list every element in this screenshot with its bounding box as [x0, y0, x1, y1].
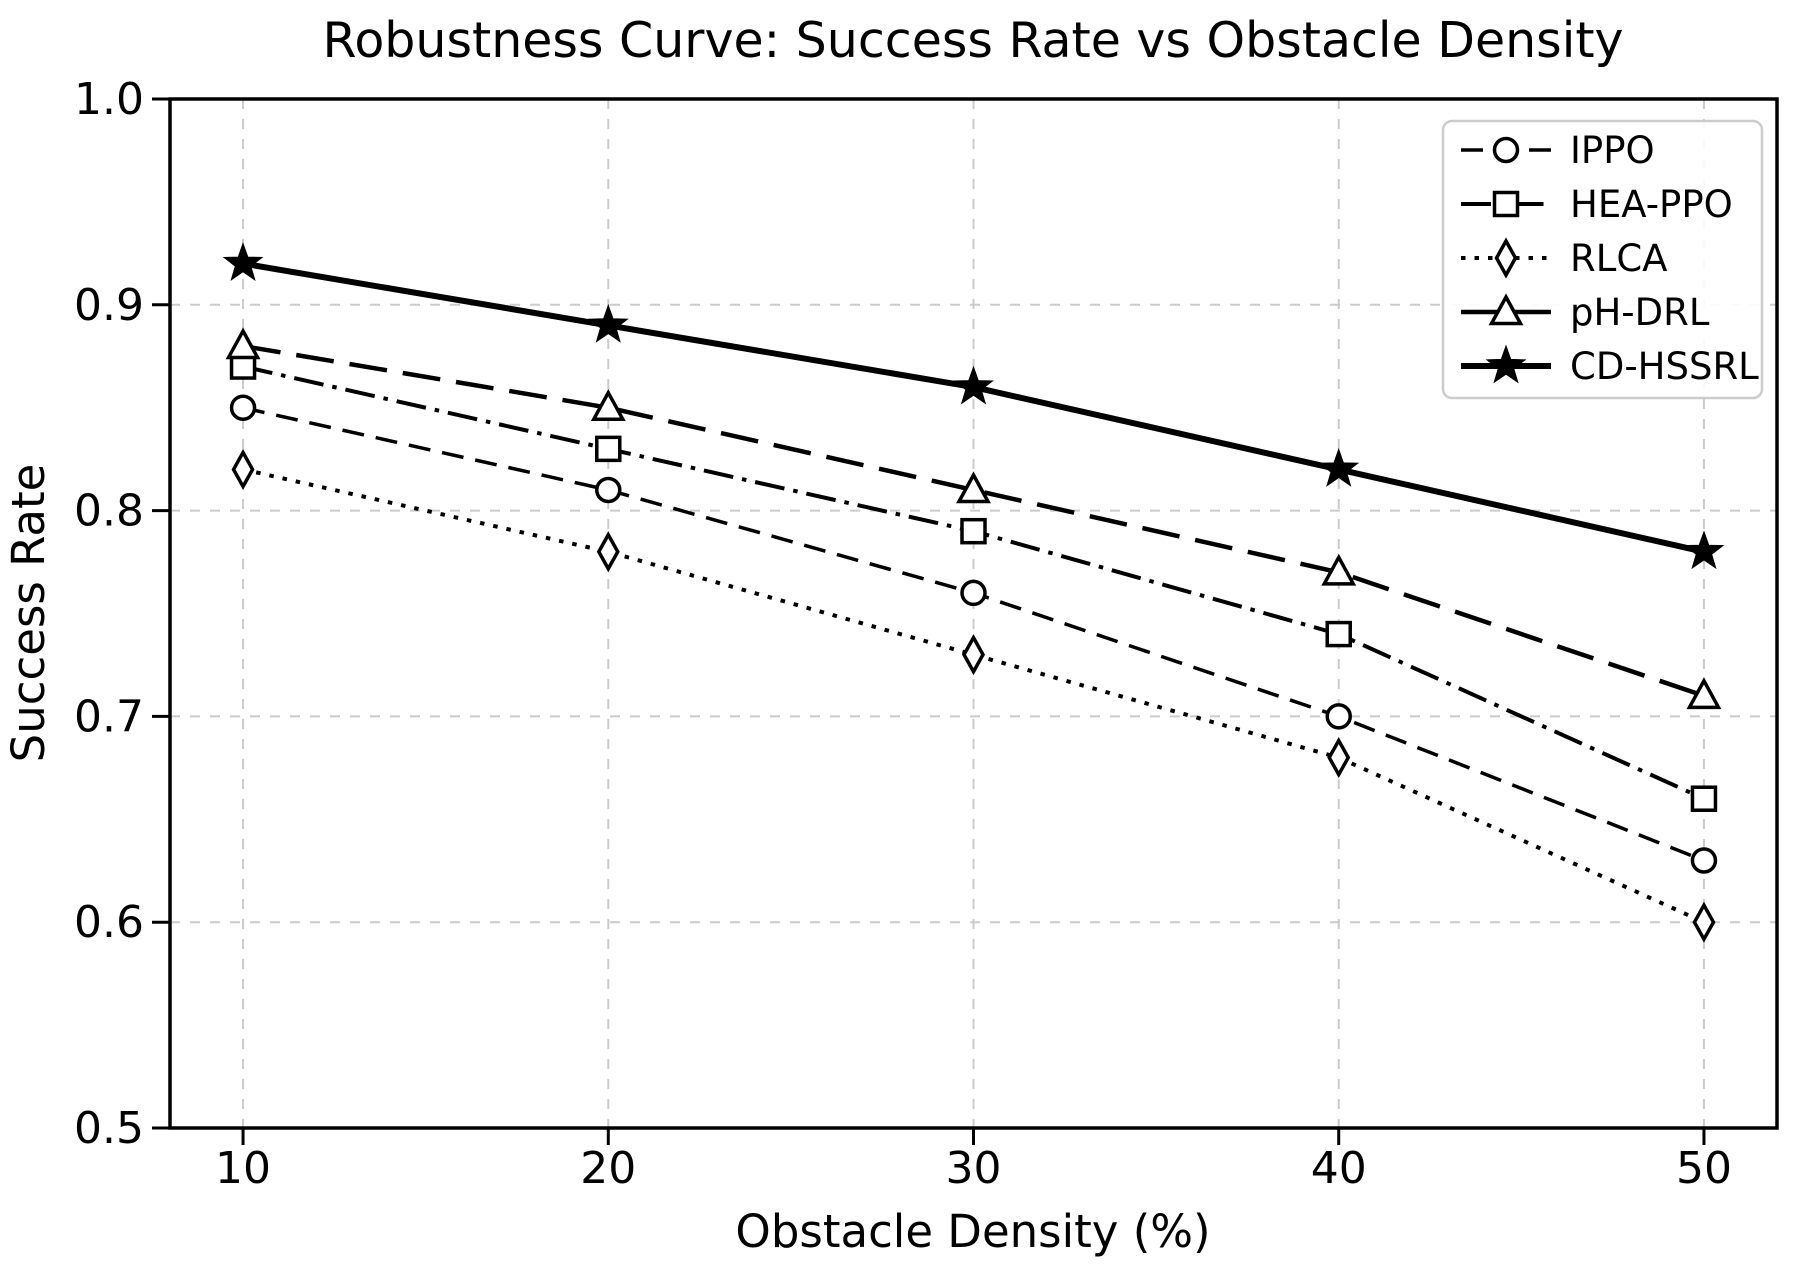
series-ippo	[229, 394, 1718, 874]
series-line-ph-drl	[242, 343, 1705, 698]
x-tick-label: 30	[946, 1143, 1002, 1194]
triangle-up-marker	[1321, 553, 1357, 586]
axes: 10 20 30 40 50 0.5 0.6 0.7 0.8 0.9 1.0	[74, 74, 1779, 1194]
legend-entry-hea-ppo: HEA-PPO	[1461, 183, 1733, 226]
y-tick-label: 1.0	[74, 74, 144, 125]
chart-title: Robustness Curve: Success Rate vs Obstac…	[322, 12, 1623, 69]
legend-label: HEA-PPO	[1570, 183, 1733, 226]
series-ph-drl	[225, 327, 1722, 710]
legend-entry-ippo: IPPO	[1461, 129, 1655, 172]
circle-marker	[595, 476, 622, 504]
legend-entry-cd-hssrl: CD-HSSRL	[1461, 344, 1759, 388]
y-tick-label: 0.8	[74, 486, 144, 537]
legend-label: CD-HSSRL	[1570, 345, 1759, 388]
square-marker	[960, 517, 987, 545]
star-marker	[1485, 344, 1527, 384]
star-marker	[587, 303, 629, 343]
star-marker	[953, 365, 994, 405]
circle-marker	[1325, 703, 1352, 730]
circle-marker	[229, 394, 257, 421]
x-tick-label: 40	[1311, 1143, 1367, 1194]
triangle-up-marker	[1488, 293, 1524, 326]
y-tick-label: 0.5	[74, 1103, 144, 1154]
x-tick-label: 20	[580, 1143, 636, 1194]
legend: IPPO HEA-PPO RLCA pH-DRL CD-HSSRL	[1441, 119, 1764, 400]
diamond-marker	[1692, 901, 1716, 943]
y-tick-label: 0.9	[74, 280, 144, 331]
x-tick-label: 50	[1676, 1143, 1732, 1194]
diamond-marker	[596, 531, 620, 573]
x-axis-label: Obstacle Density (%)	[735, 1205, 1210, 1258]
star-marker	[1318, 447, 1360, 487]
series-hea-ppo	[229, 353, 1718, 812]
star-marker	[222, 242, 264, 282]
y-axis-label: Success Rate	[2, 464, 55, 763]
series-cd-hssrl	[222, 242, 1725, 570]
legend-label: IPPO	[1570, 129, 1655, 172]
series-rlca	[231, 448, 1716, 943]
circle-marker	[960, 579, 987, 607]
circle-marker	[1492, 136, 1520, 164]
diamond-marker	[231, 448, 255, 491]
legend-label: pH-DRL	[1570, 291, 1710, 334]
y-tick-label: 0.6	[74, 897, 144, 948]
diamond-marker	[961, 634, 986, 676]
triangle-up-marker	[1686, 677, 1722, 710]
legend-entry-rlca: RLCA	[1461, 237, 1667, 280]
legend-box	[1441, 119, 1764, 400]
diamond-marker	[1494, 237, 1518, 279]
triangle-up-marker	[225, 327, 261, 360]
square-marker	[1690, 785, 1718, 812]
diamond-marker	[1327, 736, 1351, 779]
data-series	[222, 242, 1725, 943]
y-tick-label: 0.7	[74, 691, 144, 742]
triangle-up-marker	[590, 389, 626, 421]
legend-entry-ph-drl: pH-DRL	[1461, 291, 1710, 334]
square-marker	[1325, 620, 1352, 648]
square-marker	[595, 435, 622, 463]
x-tick-label: 10	[215, 1143, 271, 1194]
circle-marker	[1690, 847, 1718, 874]
star-marker	[1683, 530, 1725, 570]
triangle-up-marker	[956, 471, 991, 504]
legend-label: RLCA	[1570, 237, 1667, 280]
square-marker	[1492, 190, 1520, 218]
